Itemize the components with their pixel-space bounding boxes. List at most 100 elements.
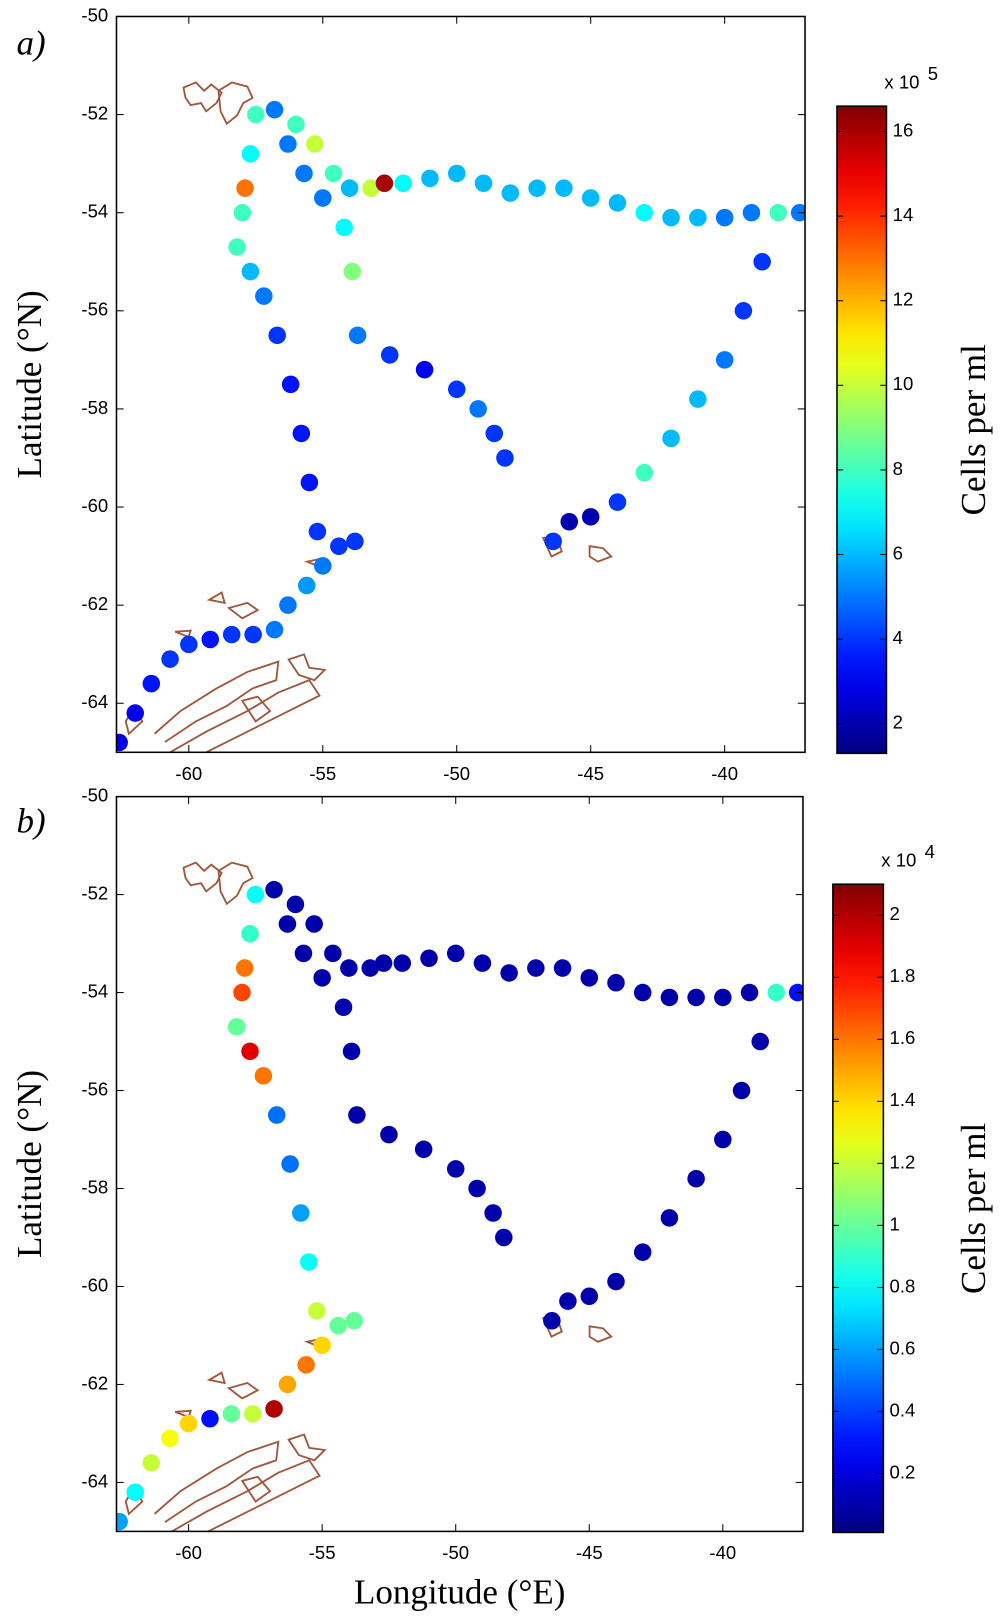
data-point bbox=[447, 380, 466, 399]
data-point bbox=[361, 959, 380, 977]
colorbar-tick-label: 0.4 bbox=[890, 1399, 916, 1420]
data-point bbox=[633, 1243, 652, 1261]
data-point bbox=[265, 620, 284, 639]
data-point bbox=[265, 100, 284, 119]
y-tick-label: -50 bbox=[81, 4, 108, 25]
data-point bbox=[313, 1336, 331, 1355]
data-point bbox=[268, 326, 286, 345]
data-point bbox=[484, 1204, 502, 1222]
data-point bbox=[732, 1081, 751, 1100]
data-point bbox=[635, 203, 654, 222]
data-point bbox=[380, 346, 399, 364]
data-point bbox=[340, 959, 358, 977]
data-point bbox=[324, 164, 343, 183]
data-point bbox=[553, 959, 572, 977]
data-point bbox=[495, 1228, 513, 1247]
data-point bbox=[687, 988, 705, 1007]
data-point bbox=[689, 208, 707, 227]
data-point bbox=[714, 1130, 732, 1149]
colorbar-tick-label: 12 bbox=[893, 289, 914, 310]
data-point bbox=[281, 375, 300, 394]
data-point bbox=[126, 704, 144, 722]
data-point bbox=[345, 1312, 363, 1330]
data-point bbox=[179, 1414, 198, 1433]
data-point bbox=[660, 1209, 679, 1227]
data-point bbox=[734, 302, 753, 320]
data-point bbox=[314, 189, 332, 207]
data-layer bbox=[116, 100, 806, 752]
colorbar-tick-label: 8 bbox=[893, 458, 903, 479]
data-point bbox=[362, 179, 380, 197]
data-point bbox=[335, 218, 353, 237]
data-point bbox=[560, 512, 579, 531]
x-tick-label: -60 bbox=[175, 1542, 202, 1563]
data-point bbox=[236, 179, 254, 197]
data-point bbox=[343, 262, 362, 281]
data-point bbox=[241, 145, 260, 163]
data-point bbox=[286, 895, 305, 914]
data-point bbox=[715, 208, 734, 227]
colorbar-tick-label: 16 bbox=[893, 119, 914, 140]
x-tick-label: -50 bbox=[443, 763, 470, 784]
data-point bbox=[635, 463, 654, 482]
data-point bbox=[297, 1356, 315, 1374]
colorbar-scale-exponent: 5 bbox=[928, 63, 938, 84]
data-point bbox=[485, 424, 504, 443]
colorbar-tick-label: 2 bbox=[893, 712, 903, 733]
data-point bbox=[281, 1155, 299, 1173]
data-point bbox=[201, 630, 220, 649]
data-point bbox=[228, 238, 246, 256]
x-tick-label: -50 bbox=[442, 1542, 469, 1563]
colorbar-scale-exponent: 4 bbox=[925, 841, 935, 862]
data-point bbox=[415, 360, 434, 379]
colorbar-tick-label: 1.8 bbox=[890, 965, 916, 986]
data-point bbox=[295, 164, 313, 183]
data-point bbox=[581, 189, 600, 207]
x-tick-label: -45 bbox=[577, 763, 604, 784]
axes-frame bbox=[115, 15, 806, 754]
y-tick-label: -64 bbox=[81, 1470, 108, 1491]
data-point bbox=[116, 733, 128, 752]
axes-frame bbox=[115, 795, 804, 1533]
data-point bbox=[161, 1429, 179, 1448]
x-tick-label: -55 bbox=[309, 1542, 336, 1563]
data-point bbox=[294, 944, 313, 963]
y-tick-label: -54 bbox=[81, 201, 108, 222]
data-point bbox=[500, 964, 518, 982]
data-point bbox=[116, 1512, 128, 1531]
data-point bbox=[246, 885, 265, 904]
data-point bbox=[375, 174, 394, 193]
data-point bbox=[544, 532, 562, 551]
colorbar bbox=[836, 105, 888, 755]
data-point bbox=[142, 674, 161, 693]
data-point bbox=[662, 208, 680, 227]
data-point bbox=[324, 944, 342, 963]
panel-label: b) bbox=[16, 801, 45, 840]
colorbar-tick-label: 1.2 bbox=[890, 1151, 916, 1172]
colorbar-tick-label: 0.2 bbox=[890, 1461, 916, 1482]
data-point bbox=[607, 1272, 625, 1291]
data-point bbox=[474, 174, 493, 193]
y-tick-label: -60 bbox=[81, 1274, 108, 1295]
data-point bbox=[715, 351, 734, 369]
y-tick-label: -50 bbox=[81, 785, 108, 806]
y-tick-label: -64 bbox=[81, 691, 108, 712]
x-tick-label: -55 bbox=[309, 763, 336, 784]
data-point bbox=[740, 983, 759, 1002]
colorbar-tick-label: 1.4 bbox=[890, 1089, 916, 1110]
colorbar-label: Cells per ml bbox=[954, 344, 993, 515]
data-point bbox=[287, 115, 305, 134]
data-point bbox=[342, 1042, 361, 1061]
data-point bbox=[313, 969, 331, 987]
data-point bbox=[580, 969, 599, 987]
data-point bbox=[340, 179, 359, 197]
data-point bbox=[233, 983, 251, 1002]
data-point bbox=[607, 974, 625, 992]
data-point bbox=[126, 1483, 144, 1501]
data-point bbox=[420, 949, 438, 968]
colorbar-tick-label: 1.6 bbox=[890, 1027, 916, 1048]
data-point bbox=[161, 650, 179, 668]
data-point bbox=[278, 1375, 297, 1394]
data-point bbox=[633, 983, 652, 1002]
colorbar-label: Cells per ml bbox=[954, 1122, 993, 1293]
